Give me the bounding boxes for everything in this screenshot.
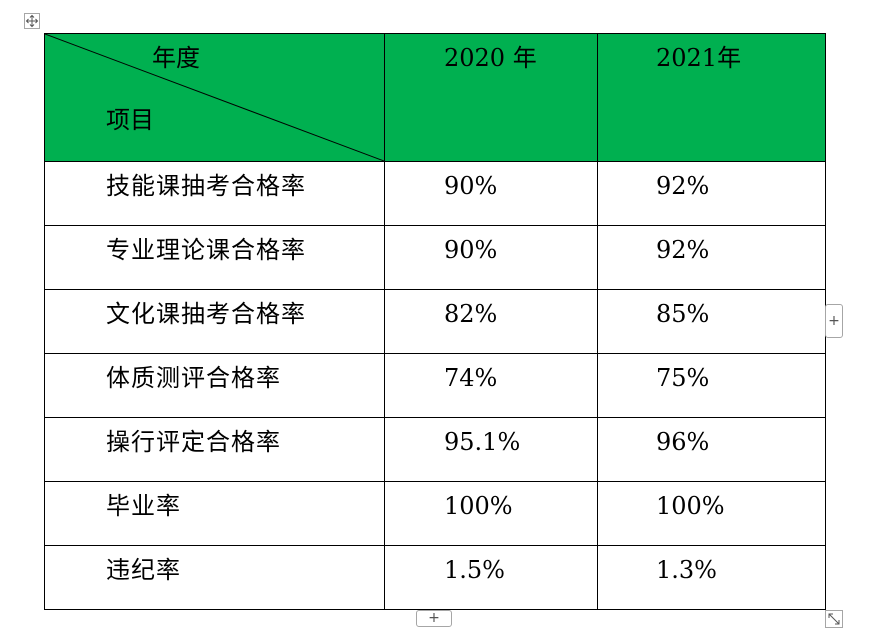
value-2021: 85% — [656, 300, 710, 328]
value-2020: 95.1% — [444, 428, 521, 456]
value-2020-cell[interactable]: 82% — [384, 289, 598, 354]
table-row: 文化课抽考合格率 82% 85% — [44, 289, 826, 354]
diagonal-line — [45, 34, 384, 161]
item-label: 文化课抽考合格率 — [106, 300, 306, 328]
header-2021-label: 2021年 — [656, 44, 742, 72]
resize-icon — [828, 613, 840, 625]
value-2021: 92% — [656, 236, 710, 264]
value-2020: 90% — [444, 172, 498, 200]
value-2020-cell[interactable]: 90% — [384, 225, 598, 290]
table-move-handle[interactable] — [24, 13, 40, 29]
value-2021-cell[interactable]: 92% — [597, 161, 826, 226]
plus-icon: + — [428, 610, 440, 626]
table-row: 技能课抽考合格率 90% 92% — [44, 161, 826, 226]
move-icon — [25, 14, 39, 28]
item-cell[interactable]: 违纪率 — [44, 545, 385, 610]
value-2020-cell[interactable]: 95.1% — [384, 417, 598, 482]
item-cell[interactable]: 操行评定合格率 — [44, 417, 385, 482]
value-2020: 74% — [444, 364, 498, 392]
value-2020: 90% — [444, 236, 498, 264]
header-year-label: 年度 — [152, 44, 200, 72]
add-column-button[interactable]: + — [825, 304, 843, 338]
plus-icon: + — [828, 313, 840, 329]
value-2021: 1.3% — [656, 556, 717, 584]
value-2020-cell[interactable]: 100% — [384, 481, 598, 546]
header-cell-2021[interactable]: 2021年 — [597, 33, 826, 162]
item-label: 违纪率 — [106, 556, 181, 584]
table-row: 体质测评合格率 74% 75% — [44, 353, 826, 418]
item-label: 体质测评合格率 — [106, 364, 281, 392]
value-2021: 75% — [656, 364, 710, 392]
item-label: 技能课抽考合格率 — [106, 172, 306, 200]
value-2021: 96% — [656, 428, 710, 456]
value-2021-cell[interactable]: 1.3% — [597, 545, 826, 610]
table-header-row: 年度 项目 2020 年 2021年 — [44, 33, 826, 162]
item-cell[interactable]: 文化课抽考合格率 — [44, 289, 385, 354]
add-row-button[interactable]: + — [416, 610, 452, 627]
value-2021: 92% — [656, 172, 710, 200]
item-label: 操行评定合格率 — [106, 428, 281, 456]
value-2021: 100% — [656, 492, 725, 520]
value-2020-cell[interactable]: 90% — [384, 161, 598, 226]
header-cell-2020[interactable]: 2020 年 — [384, 33, 598, 162]
table-row: 操行评定合格率 95.1% 96% — [44, 417, 826, 482]
diagonal-header-cell[interactable]: 年度 项目 — [44, 33, 385, 162]
value-2020: 1.5% — [444, 556, 505, 584]
value-2021-cell[interactable]: 75% — [597, 353, 826, 418]
header-item-label: 项目 — [106, 106, 154, 134]
table-row: 违纪率 1.5% 1.3% — [44, 545, 826, 610]
value-2021-cell[interactable]: 100% — [597, 481, 826, 546]
item-cell[interactable]: 毕业率 — [44, 481, 385, 546]
header-2020-label: 2020 年 — [444, 44, 537, 72]
table-resize-handle[interactable] — [825, 610, 843, 628]
item-cell[interactable]: 技能课抽考合格率 — [44, 161, 385, 226]
value-2021-cell[interactable]: 96% — [597, 417, 826, 482]
value-2021-cell[interactable]: 85% — [597, 289, 826, 354]
value-2020-cell[interactable]: 1.5% — [384, 545, 598, 610]
data-table: 年度 项目 2020 年 2021年 技能课抽考合格率 90% 92% 专业理论… — [44, 33, 826, 610]
item-label: 毕业率 — [106, 492, 181, 520]
item-cell[interactable]: 专业理论课合格率 — [44, 225, 385, 290]
table-row: 毕业率 100% 100% — [44, 481, 826, 546]
value-2020-cell[interactable]: 74% — [384, 353, 598, 418]
item-label: 专业理论课合格率 — [106, 236, 306, 264]
value-2020: 100% — [444, 492, 513, 520]
item-cell[interactable]: 体质测评合格率 — [44, 353, 385, 418]
value-2020: 82% — [444, 300, 498, 328]
value-2021-cell[interactable]: 92% — [597, 225, 826, 290]
table-row: 专业理论课合格率 90% 92% — [44, 225, 826, 290]
